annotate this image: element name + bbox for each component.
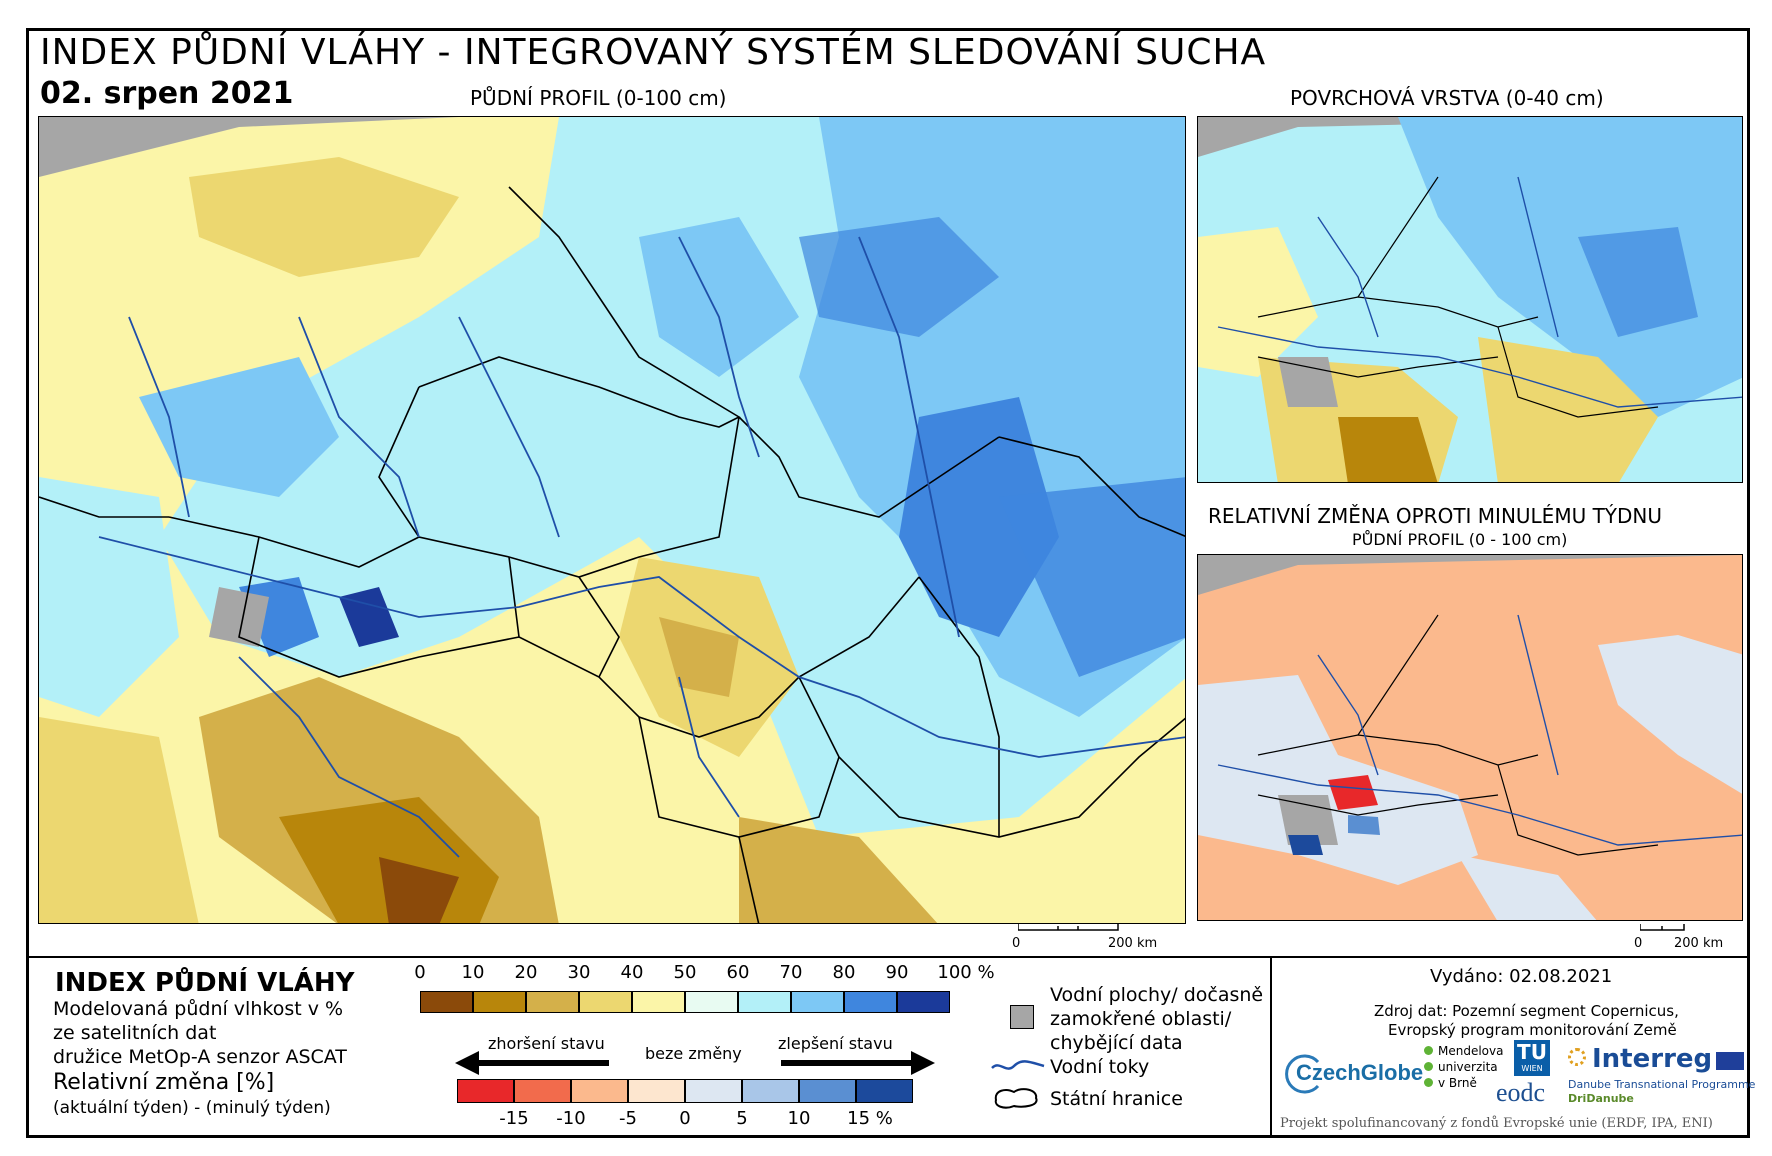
change-map-label: RELATIVNÍ ZMĚNA OPROTI MINULÉMU TÝDNU [1208,504,1663,528]
moisture-swatch [632,991,685,1013]
moisture-swatch [579,991,632,1013]
change-swatch [514,1079,571,1103]
border-symbol [994,1088,1038,1109]
moisture-swatch [473,991,526,1013]
legend-desc-3: družice MetOp-A senzor ASCAT [53,1046,347,1068]
main-soil-moisture-map [38,116,1186,924]
better-label: zlepšení stavu [778,1034,893,1053]
eu-funding-note: Projekt spolufinancovaný z fondů Evropsk… [1280,1116,1713,1131]
interreg-sub-1: Danube Transnational Programme [1568,1078,1756,1091]
water-label-1: Vodní plochy/ dočasně [1050,984,1264,1006]
moisture-swatch [420,991,473,1013]
relative-change-title: Relativní změna [%] [53,1070,275,1095]
main-scale-zero: 0 [1012,936,1021,951]
main-scale-distance: 200 km [1108,936,1158,951]
surface-map-label: POVRCHOVÁ VRSTVA (0-40 cm) [1290,86,1604,110]
czechglobe-text: CzechGlobe [1296,1060,1424,1085]
change-swatch [742,1079,799,1103]
moisture-tick-label: 90 [885,962,909,983]
moisture-tick-label: 50 [673,962,697,983]
moisture-swatch [685,991,738,1013]
moisture-swatch [526,991,579,1013]
eu-flag-icon [1716,1052,1744,1070]
legend-divider [26,956,1750,958]
change-map-sublabel: PŮDNÍ PROFIL (0 - 100 cm) [1352,530,1568,549]
change-tick-label: -15 [499,1108,529,1129]
legend-desc-2: ze satelitních dat [53,1022,217,1044]
mendelu-text-2: univerzita [1438,1060,1498,1074]
tu-sub-text: WIEN [1521,1064,1543,1073]
moisture-swatch [791,991,844,1013]
page-title: INDEX PŮDNÍ VLÁHY - INTEGROVANÝ SYSTÉM S… [40,32,1267,73]
change-tick-label: -10 [556,1108,586,1129]
surface-layer-map [1197,116,1743,483]
change-swatch [685,1079,742,1103]
moisture-swatch [897,991,950,1013]
weekly-change-map [1197,554,1743,921]
change-tick-label: 15 % [847,1108,893,1129]
moisture-tick-label: 20 [514,962,538,983]
change-tick-label: 10 [787,1108,811,1129]
moisture-tick-label: 40 [620,962,644,983]
moisture-tick-label: 30 [567,962,591,983]
mendelu-text-3: v Brně [1438,1076,1477,1090]
worse-label: zhoršení stavu [488,1034,605,1053]
moisture-swatch [738,991,791,1013]
relative-change-desc: (aktuální týden) - (minulý týden) [53,1098,331,1118]
moisture-tick-label: 70 [779,962,803,983]
moisture-tick-label: 10 [461,962,485,983]
change-swatch [628,1079,685,1103]
missing-data-swatch [1010,1005,1034,1029]
no-change-label: beze změny [645,1044,742,1063]
water-label-3: chybějící data [1050,1032,1183,1054]
moisture-tick-label: 80 [832,962,856,983]
moisture-swatch [844,991,897,1013]
eodc-logo: eodc [1496,1078,1546,1107]
change-tick-label: -5 [619,1108,637,1129]
source-line-1: Zdroj dat: Pozemní segment Copernicus, [1374,1002,1679,1020]
tu-wien-logo: TU WIEN [1514,1040,1550,1076]
source-line-2: Evropský program monitorování Země [1388,1021,1677,1039]
interreg-text: Interreg [1592,1044,1713,1074]
moisture-tick-label: 100 % [937,962,995,983]
issued-date: Vydáno: 02.08.2021 [1430,966,1613,987]
change-tick-label: 5 [736,1108,748,1129]
moisture-tick-label: 60 [726,962,750,983]
rivers-label: Vodní toky [1050,1056,1150,1078]
small-scale-zero: 0 [1634,936,1643,951]
change-swatch [457,1079,514,1103]
interreg-sub-2: DriDanube [1568,1092,1634,1105]
river-symbol [991,1060,1045,1070]
water-label-2: zamokřené oblasti/ [1050,1008,1232,1030]
change-swatch [799,1079,856,1103]
borders-label: Státní hranice [1050,1088,1183,1110]
legend-desc-1: Modelovaná půdní vlhkost v % [53,998,344,1020]
info-divider [1270,956,1272,1138]
legend-title: INDEX PŮDNÍ VLÁHY [55,968,355,998]
main-map-label: PŮDNÍ PROFIL (0-100 cm) [470,86,727,110]
change-tick-label: 0 [679,1108,691,1129]
tu-text: TU [1517,1040,1547,1064]
mendelu-text-1: Mendelova [1438,1044,1504,1058]
issue-date: 02. srpen 2021 [40,76,294,111]
small-scale-distance: 200 km [1674,936,1724,951]
change-swatch [856,1079,913,1103]
change-swatch [571,1079,628,1103]
moisture-tick-label: 0 [414,962,426,983]
